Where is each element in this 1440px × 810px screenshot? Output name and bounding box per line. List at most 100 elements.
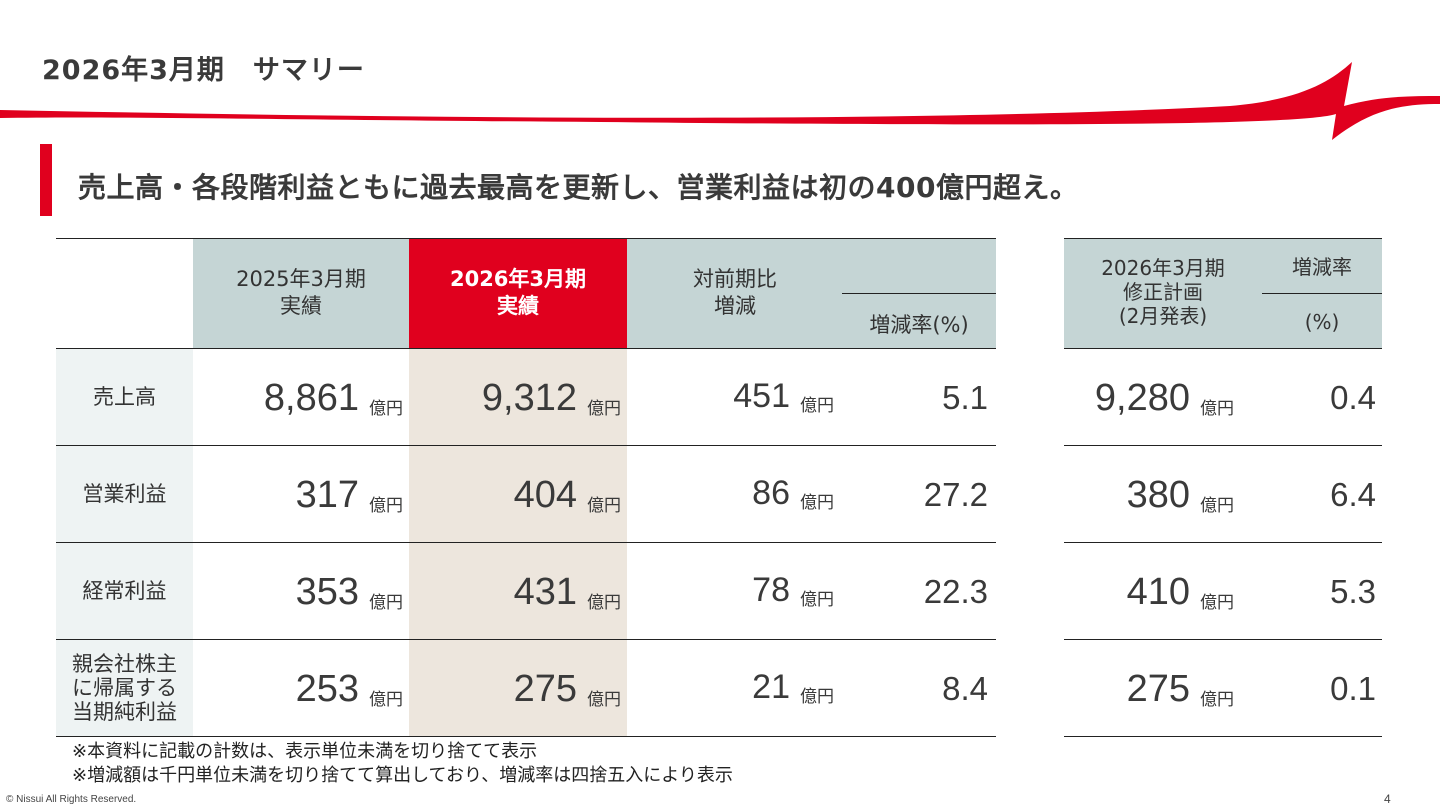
value: 451 xyxy=(733,377,790,415)
row-label-net-income: 親会社株主 に帰属する 当期純利益 xyxy=(56,640,193,736)
header-prev-line1: 2025年3月期 xyxy=(236,267,366,291)
curr-value-net-income: 275 億円 xyxy=(409,668,621,711)
headline: 売上高・各段階利益ともに過去最高を更新し、営業利益は初の400億円超え。 xyxy=(78,171,1079,204)
row-rule xyxy=(56,639,996,640)
unit-label: 億円 xyxy=(1200,690,1234,710)
unit-label: 億円 xyxy=(1200,399,1234,419)
plan-rate-sales: 0.4 xyxy=(1330,379,1376,416)
plan-rate-header: 増減率 xyxy=(1292,255,1352,279)
diff-value-sales: 451 億円 xyxy=(627,377,834,416)
value: 353 xyxy=(295,571,359,613)
prev-value-ordinary-profit: 353 億円 xyxy=(193,571,403,614)
plan-header-line1: 2026年3月期 xyxy=(1101,256,1225,280)
diff-value-operating-profit: 86 億円 xyxy=(627,474,834,513)
plan-row-rule xyxy=(1064,542,1382,543)
row-rule xyxy=(56,445,996,446)
plan-rate-ordinary-profit: 5.3 xyxy=(1330,573,1376,610)
value: 317 xyxy=(295,474,359,516)
header-diff: 対前期比 増減 xyxy=(640,266,830,320)
diff-value-ordinary-profit: 78 億円 xyxy=(627,571,834,610)
prev-value-sales: 8,861 億円 xyxy=(193,377,403,420)
row-label-sales: 売上高 xyxy=(56,349,193,445)
table-bottom-rule xyxy=(56,736,996,737)
plan-value-operating-profit: 380 億円 xyxy=(1064,474,1234,517)
plan-rate-unit: (%) xyxy=(1304,310,1340,334)
unit-label: 億円 xyxy=(800,396,834,416)
header-curr-line2: 実績 xyxy=(497,294,539,318)
value: 253 xyxy=(295,668,359,710)
row-label-line2: に帰属する xyxy=(72,676,177,700)
unit-label: 億円 xyxy=(800,687,834,707)
footnote: ※本資料に記載の計数は、表示単位未満を切り捨てて表示 xyxy=(72,741,538,762)
value: 78 xyxy=(752,571,790,609)
value: 8,861 xyxy=(263,377,359,419)
unit-label: 億円 xyxy=(800,590,834,610)
unit-label: 億円 xyxy=(369,593,403,613)
value: 86 xyxy=(752,474,790,512)
row-label-text: 営業利益 xyxy=(82,482,167,506)
diff-value-net-income: 21 億円 xyxy=(627,668,834,707)
plan-header-bottom-rule xyxy=(1064,348,1382,349)
header-rate: 増減率(%) xyxy=(869,313,969,337)
plan-value-sales: 9,280 億円 xyxy=(1064,377,1234,420)
unit-label: 億円 xyxy=(587,593,621,613)
row-label-text: 経常利益 xyxy=(82,579,167,603)
plan-rate-operating-profit: 6.4 xyxy=(1330,476,1376,513)
plan-row-rule xyxy=(1064,639,1382,640)
value: 404 xyxy=(513,474,577,516)
header-curr-bg xyxy=(409,239,627,348)
row-label-text: 売上高 xyxy=(93,385,156,409)
footnote: ※増減額は千円単位未満を切り捨てて算出しており、増減率は四捨五入により表示 xyxy=(72,765,733,786)
unit-label: 億円 xyxy=(587,690,621,710)
header-curr: 2026年3月期 実績 xyxy=(409,266,627,320)
header-diff-line1: 対前期比 xyxy=(693,267,777,291)
unit-label: 億円 xyxy=(587,496,621,516)
unit-label: 億円 xyxy=(369,399,403,419)
plan-top-rule xyxy=(1064,238,1382,239)
header-bottom-rule xyxy=(56,348,996,349)
headline-accent-bar xyxy=(40,144,52,216)
row-label-operating-profit: 営業利益 xyxy=(56,446,193,542)
table-top-rule xyxy=(56,238,996,239)
unit-label: 億円 xyxy=(1200,496,1234,516)
header-prev: 2025年3月期 実績 xyxy=(193,266,409,320)
rate-value-ordinary-profit: 22.3 xyxy=(923,573,988,610)
row-label-line3: 当期純利益 xyxy=(72,700,177,724)
plan-rate-net-income: 0.1 xyxy=(1330,670,1376,707)
plan-value-ordinary-profit: 410 億円 xyxy=(1064,571,1234,614)
prev-value-net-income: 253 億円 xyxy=(193,668,403,711)
plan-rate-rule xyxy=(1262,293,1382,294)
plan-bottom-rule xyxy=(1064,736,1382,737)
value: 9,280 xyxy=(1094,377,1190,419)
curr-value-sales: 9,312 億円 xyxy=(409,377,621,420)
page-title: 2026年3月期 サマリー xyxy=(42,55,365,86)
header-curr-line1: 2026年3月期 xyxy=(449,267,587,291)
plan-header-line2: 修正計画 xyxy=(1123,280,1203,304)
header-prev-bg xyxy=(193,239,409,348)
value: 275 xyxy=(1126,668,1190,710)
header-rate-rule xyxy=(842,293,996,294)
unit-label: 億円 xyxy=(369,496,403,516)
value: 275 xyxy=(513,668,577,710)
header-prev-line2: 実績 xyxy=(280,294,322,318)
plan-value-net-income: 275 億円 xyxy=(1064,668,1234,711)
unit-label: 億円 xyxy=(587,399,621,419)
curr-value-operating-profit: 404 億円 xyxy=(409,474,621,517)
header-red-stroke xyxy=(0,62,1440,140)
plan-header: 2026年3月期 修正計画 (2月発表) xyxy=(1064,256,1262,328)
unit-label: 億円 xyxy=(800,493,834,513)
plan-header-line3: (2月発表) xyxy=(1118,304,1208,328)
footnotes: ※本資料に記載の計数は、表示単位未満を切り捨てて表示 ※増減額は千円単位未満を切… xyxy=(72,740,733,788)
plan-row-rule xyxy=(1064,445,1382,446)
row-label-line1: 親会社株主 xyxy=(72,652,177,676)
copyright: © Nissui All Rights Reserved. xyxy=(6,794,137,805)
value: 380 xyxy=(1126,474,1190,516)
unit-label: 億円 xyxy=(1200,593,1234,613)
header-diff-line2: 増減 xyxy=(714,294,756,318)
row-label-ordinary-profit: 経常利益 xyxy=(56,543,193,639)
prev-value-operating-profit: 317 億円 xyxy=(193,474,403,517)
rate-value-net-income: 8.4 xyxy=(942,670,988,707)
page-number: 4 xyxy=(1384,792,1391,806)
value: 21 xyxy=(752,668,790,706)
unit-label: 億円 xyxy=(369,690,403,710)
